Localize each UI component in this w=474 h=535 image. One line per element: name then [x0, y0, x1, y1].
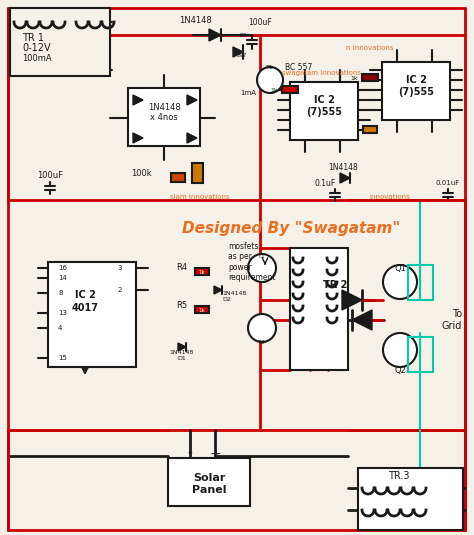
- Bar: [408, 265, 433, 300]
- Text: R4: R4: [176, 263, 188, 271]
- Bar: [408, 337, 433, 372]
- Text: 15: 15: [58, 355, 67, 361]
- Text: 0.1uF: 0.1uF: [314, 179, 336, 187]
- Text: 1k: 1k: [199, 308, 205, 312]
- Text: 0-12V: 0-12V: [22, 43, 51, 53]
- Polygon shape: [233, 47, 243, 57]
- Text: x 4nos: x 4nos: [150, 112, 178, 121]
- Polygon shape: [187, 133, 197, 143]
- Polygon shape: [133, 133, 143, 143]
- Text: To
Grid: To Grid: [442, 309, 462, 331]
- Bar: [282, 86, 298, 93]
- Text: T2: T2: [258, 340, 266, 345]
- Text: 1N4148: 1N4148: [328, 163, 358, 172]
- Text: 1k: 1k: [350, 75, 358, 80]
- Circle shape: [383, 265, 417, 299]
- Text: 13: 13: [58, 310, 67, 316]
- Bar: [362, 74, 378, 81]
- Circle shape: [248, 254, 276, 282]
- Circle shape: [248, 314, 276, 342]
- Text: (7)555: (7)555: [398, 87, 434, 97]
- Bar: [192, 163, 203, 183]
- Text: +: +: [209, 447, 221, 461]
- Text: 1mA: 1mA: [240, 90, 256, 96]
- Text: 4: 4: [58, 325, 63, 331]
- Text: Q2: Q2: [394, 365, 406, 374]
- Polygon shape: [340, 173, 350, 183]
- Text: D2: D2: [222, 296, 231, 302]
- Text: swagatam innovations: swagatam innovations: [282, 70, 361, 76]
- Text: -: -: [188, 447, 192, 461]
- Bar: [195, 306, 209, 313]
- Text: 100mA: 100mA: [22, 54, 52, 63]
- Polygon shape: [342, 290, 362, 310]
- Text: BC 557: BC 557: [285, 63, 312, 72]
- Text: Solar
Panel: Solar Panel: [192, 473, 226, 495]
- Text: IC 2: IC 2: [74, 290, 95, 300]
- Bar: [363, 126, 377, 133]
- Polygon shape: [214, 286, 222, 294]
- Circle shape: [383, 333, 417, 367]
- Text: 2: 2: [118, 287, 122, 293]
- Text: 1N4148: 1N4148: [147, 103, 181, 111]
- Text: 8: 8: [58, 290, 63, 296]
- Text: slam innovations: slam innovations: [170, 194, 230, 200]
- Bar: [290, 248, 348, 370]
- Text: 2v7: 2v7: [237, 52, 247, 57]
- Text: (7)555: (7)555: [306, 107, 342, 117]
- Bar: [128, 88, 200, 146]
- Text: 0.01uF: 0.01uF: [436, 180, 460, 186]
- Bar: [168, 458, 250, 506]
- Text: TR 1: TR 1: [22, 33, 44, 43]
- Text: Q1: Q1: [394, 264, 406, 272]
- Bar: [382, 62, 450, 120]
- Text: 100k: 100k: [131, 169, 152, 178]
- Polygon shape: [187, 95, 197, 105]
- Text: 1N4148: 1N4148: [170, 349, 194, 355]
- Bar: [358, 468, 463, 530]
- Polygon shape: [133, 95, 143, 105]
- Text: 1N4148: 1N4148: [179, 16, 211, 25]
- Text: D1: D1: [178, 355, 186, 361]
- Polygon shape: [209, 29, 221, 41]
- Text: 1k: 1k: [199, 270, 205, 274]
- Text: 100uF: 100uF: [37, 171, 63, 180]
- Text: 100uF: 100uF: [248, 18, 272, 27]
- Bar: [290, 82, 358, 140]
- Text: TR 2: TR 2: [323, 280, 347, 290]
- Text: R5: R5: [176, 301, 188, 310]
- Bar: [195, 268, 209, 275]
- Text: D1: D1: [240, 33, 248, 37]
- Text: T1: T1: [266, 65, 274, 70]
- Text: IC 2: IC 2: [406, 75, 427, 85]
- Text: 1N4148: 1N4148: [222, 291, 246, 295]
- Text: IC 2: IC 2: [314, 95, 335, 105]
- Text: 16: 16: [58, 265, 67, 271]
- Text: 14: 14: [58, 275, 67, 281]
- Text: innovations: innovations: [370, 194, 410, 200]
- Bar: [171, 173, 185, 182]
- Text: T1: T1: [258, 254, 266, 258]
- Bar: [48, 262, 136, 367]
- Text: n innovations: n innovations: [346, 45, 394, 51]
- Circle shape: [257, 67, 283, 93]
- Text: 3: 3: [118, 265, 122, 271]
- Text: mosfets
as per
power
requirement: mosfets as per power requirement: [228, 242, 275, 282]
- Text: 1k: 1k: [270, 88, 278, 93]
- Bar: [10, 8, 110, 76]
- Text: 4017: 4017: [72, 303, 99, 313]
- Polygon shape: [178, 343, 186, 351]
- Text: TR.3: TR.3: [388, 471, 410, 481]
- Polygon shape: [352, 310, 372, 330]
- Text: Designed By "Swagatam": Designed By "Swagatam": [182, 220, 401, 235]
